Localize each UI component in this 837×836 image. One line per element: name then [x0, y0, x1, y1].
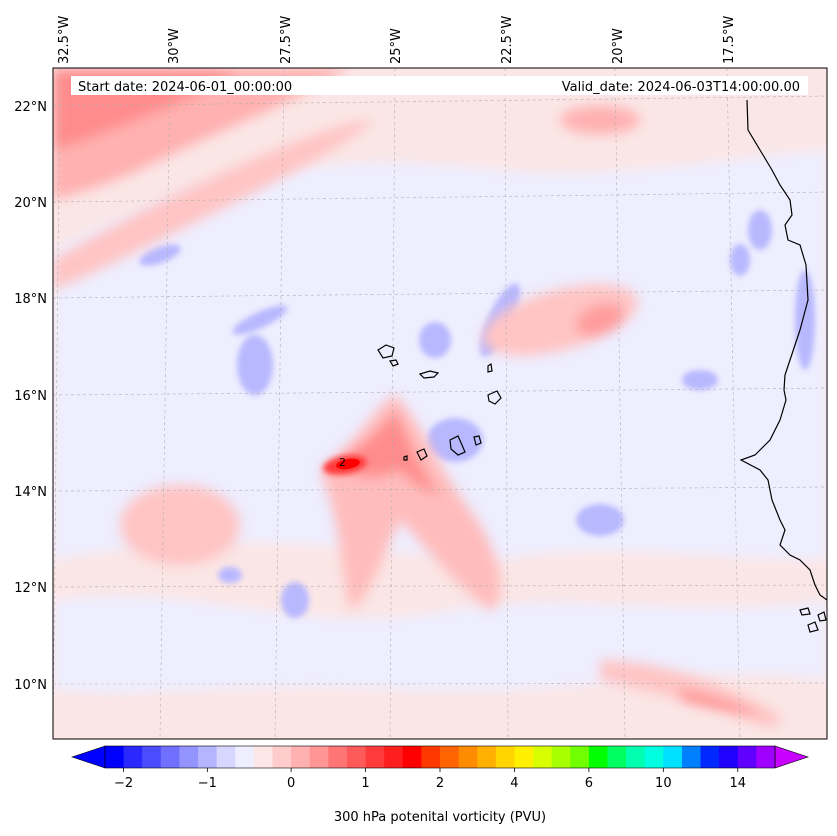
colorbar-extend-low	[71, 745, 106, 769]
colorbar-cell	[663, 746, 683, 768]
island-sao-nicolau	[418, 370, 440, 379]
lon-label: 20°W	[611, 28, 626, 64]
island-sao-vicente	[389, 359, 399, 367]
colorbar-tick-label: 14	[730, 776, 747, 791]
contour-label: 2	[339, 456, 346, 469]
island-fogo	[416, 448, 428, 461]
colorbar-tick-label: −1	[198, 776, 217, 791]
pv-field: 2	[53, 68, 827, 739]
colorbar-cell	[402, 746, 422, 768]
island-santo-antao	[377, 344, 395, 359]
lon-label: 27.5°W	[279, 16, 294, 64]
colorbar-cell	[644, 746, 664, 768]
pv-central-plume	[120, 106, 640, 610]
lat-label: 18°N	[14, 292, 47, 307]
colorbar-cell	[235, 746, 255, 768]
colorbar-cell	[291, 746, 311, 768]
colorbar-cell	[719, 746, 739, 768]
lon-label: 17.5°W	[722, 16, 737, 64]
latitude-labels: 22°N 20°N 18°N 16°N 14°N 12°N 10°N	[14, 100, 47, 693]
island-boa-vista	[487, 390, 502, 405]
colorbar-label: 300 hPa potenital vorticity (PVU)	[334, 810, 546, 825]
colorbar-cell	[756, 746, 776, 768]
info-box	[71, 76, 808, 95]
colorbar-cell	[607, 746, 627, 768]
colorbar-cell	[123, 746, 143, 768]
lat-label: 22°N	[14, 100, 47, 115]
colorbar-tick-label: 2	[436, 776, 444, 791]
colorbar-cell	[551, 746, 571, 768]
colorbar-cell	[179, 746, 199, 768]
bijagos-islands	[799, 607, 827, 633]
lat-label: 16°N	[14, 389, 47, 404]
colorbar: −2 −1 0 1 2 4 6 10 14 300 hPa potenital vorticit…	[71, 745, 809, 825]
pv-southeast-band	[600, 660, 781, 727]
lat-label: 12°N	[14, 581, 47, 596]
colorbar-tick-label: 0	[287, 776, 295, 791]
colorbar-cell	[421, 746, 441, 768]
lon-label: 25°W	[389, 28, 404, 64]
colorbar-cell	[626, 746, 646, 768]
colorbar-cell	[384, 746, 404, 768]
colorbar-cell	[588, 746, 608, 768]
lat-label: 20°N	[14, 196, 47, 211]
colorbar-cell	[681, 746, 702, 768]
lat-label: 14°N	[14, 485, 47, 500]
colorbar-cell	[198, 746, 218, 768]
colorbar-ticks: −2 −1 0 1 2 4 6 10 14	[114, 768, 746, 791]
colorbar-cell	[737, 746, 757, 768]
colorbar-extend-high	[774, 745, 809, 769]
colorbar-cell	[495, 746, 515, 768]
pv-high-band	[53, 68, 375, 290]
colorbar-cell	[272, 746, 292, 768]
colorbar-cells	[105, 746, 776, 768]
africa-coastline	[739, 99, 827, 601]
lat-label: 10°N	[14, 678, 47, 693]
colorbar-cell	[570, 746, 590, 768]
map-frame	[52, 67, 828, 740]
valid-date-label: Valid_date: 2024-06-03T14:00:00.00	[562, 80, 800, 95]
colorbar-cell	[477, 746, 497, 768]
lon-label: 22.5°W	[500, 16, 515, 64]
island-brava	[403, 455, 408, 461]
colorbar-cell	[365, 746, 385, 768]
pv-maximum: 2	[323, 455, 367, 475]
island-maio	[473, 435, 482, 446]
pv-negative-patches	[139, 210, 815, 618]
colorbar-cell	[514, 746, 534, 768]
colorbar-tick-label: 6	[585, 776, 593, 791]
colorbar-cell	[346, 746, 367, 768]
colorbar-tick-label: 1	[361, 776, 369, 791]
colorbar-cell	[328, 746, 348, 768]
colorbar-cell	[533, 746, 553, 768]
colorbar-cell	[160, 746, 180, 768]
coastline	[377, 99, 827, 633]
colorbar-tick-label: −2	[114, 776, 133, 791]
map-gridlines	[53, 68, 827, 739]
map-panel: 2	[52, 67, 828, 740]
start-date-label: Start date: 2024-06-01_00:00:00	[78, 80, 292, 95]
colorbar-tick-label: 10	[655, 776, 672, 791]
lon-label: 30°W	[167, 28, 182, 64]
colorbar-cell	[142, 746, 162, 768]
colorbar-cell	[216, 746, 236, 768]
island-santiago	[449, 435, 466, 456]
colorbar-cell	[440, 746, 460, 768]
colorbar-cell	[105, 746, 125, 768]
colorbar-cell	[458, 746, 478, 768]
colorbar-tick-label: 4	[510, 776, 518, 791]
island-sal	[487, 362, 493, 373]
lon-label: 32.5°W	[57, 16, 72, 64]
colorbar-cell	[700, 746, 720, 768]
colorbar-cell	[253, 746, 273, 768]
colorbar-cell	[309, 746, 329, 768]
longitude-labels: 32.5°W 30°W 27.5°W 25°W 22.5°W 20°W 17.5…	[57, 16, 737, 64]
